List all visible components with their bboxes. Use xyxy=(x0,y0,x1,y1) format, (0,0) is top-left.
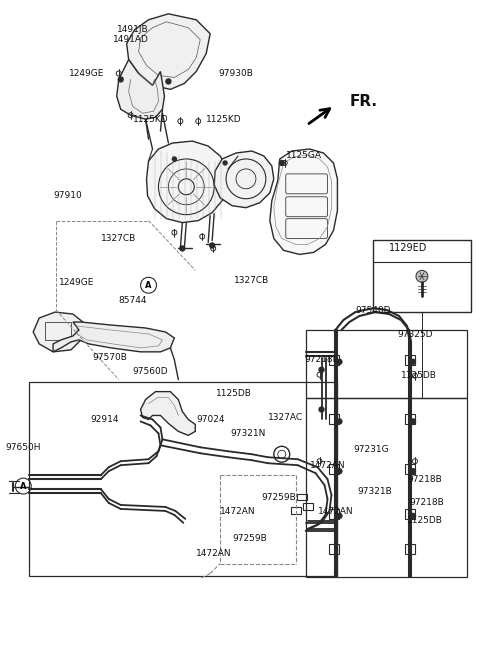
Text: 1472AN: 1472AN xyxy=(318,507,353,516)
Bar xyxy=(306,398,467,577)
Text: 1125KD: 1125KD xyxy=(133,115,168,124)
Text: 97231G: 97231G xyxy=(353,445,389,454)
Circle shape xyxy=(337,359,342,365)
Polygon shape xyxy=(146,141,228,223)
Bar xyxy=(405,509,415,519)
Bar xyxy=(405,355,415,365)
Bar xyxy=(405,415,415,424)
Text: 97259B: 97259B xyxy=(262,493,297,501)
Polygon shape xyxy=(214,151,274,208)
Text: 97540D: 97540D xyxy=(355,305,391,314)
Text: 1129ED: 1129ED xyxy=(389,243,428,253)
Bar xyxy=(405,464,415,474)
Text: 1327AC: 1327AC xyxy=(268,413,303,422)
Polygon shape xyxy=(127,14,210,89)
Text: 97560D: 97560D xyxy=(132,367,168,376)
Bar xyxy=(329,464,339,474)
Circle shape xyxy=(410,469,416,474)
Bar xyxy=(329,509,339,519)
Text: FR.: FR. xyxy=(349,94,377,109)
Text: 1125DB: 1125DB xyxy=(401,371,437,380)
Bar xyxy=(329,544,339,553)
Text: 1125DB: 1125DB xyxy=(216,389,252,398)
Bar xyxy=(29,381,337,575)
Circle shape xyxy=(410,514,416,518)
Text: 97024: 97024 xyxy=(196,415,225,424)
Text: 1249GE: 1249GE xyxy=(69,69,104,78)
Circle shape xyxy=(180,246,185,251)
Circle shape xyxy=(279,160,284,165)
Circle shape xyxy=(223,161,227,165)
Text: A: A xyxy=(20,482,26,491)
Text: 1125KD: 1125KD xyxy=(206,115,242,124)
Bar xyxy=(297,493,307,501)
Text: 1249GE: 1249GE xyxy=(59,278,95,286)
Text: 97321B: 97321B xyxy=(357,486,392,495)
Circle shape xyxy=(337,469,342,474)
Bar xyxy=(405,544,415,553)
Text: 1125GA: 1125GA xyxy=(286,152,322,161)
Bar xyxy=(306,330,467,398)
Circle shape xyxy=(166,79,171,84)
Bar xyxy=(373,240,471,312)
Polygon shape xyxy=(33,312,83,352)
Text: 1491JB: 1491JB xyxy=(117,25,148,35)
Circle shape xyxy=(118,77,123,82)
Circle shape xyxy=(319,367,324,372)
Circle shape xyxy=(410,359,416,365)
Text: 97218B: 97218B xyxy=(407,475,442,484)
Circle shape xyxy=(410,419,416,424)
Bar xyxy=(329,355,339,365)
Text: 1472AN: 1472AN xyxy=(220,507,256,516)
Text: 1491AD: 1491AD xyxy=(113,35,148,44)
Text: 85744: 85744 xyxy=(119,296,147,305)
Text: A: A xyxy=(145,281,152,290)
Circle shape xyxy=(416,270,428,283)
Circle shape xyxy=(337,419,342,424)
Text: 97321N: 97321N xyxy=(230,429,265,438)
Text: 97218L: 97218L xyxy=(305,355,338,365)
Text: 97930B: 97930B xyxy=(218,69,253,78)
Text: 92914: 92914 xyxy=(91,415,120,424)
Text: 1327CB: 1327CB xyxy=(234,276,269,284)
Polygon shape xyxy=(141,392,195,436)
Bar xyxy=(45,322,71,340)
Text: 1327CB: 1327CB xyxy=(101,234,136,243)
Text: 97325D: 97325D xyxy=(397,331,432,339)
Text: 1472AN: 1472AN xyxy=(196,549,232,558)
Circle shape xyxy=(172,157,176,161)
Text: 1472AN: 1472AN xyxy=(310,461,345,469)
Polygon shape xyxy=(53,322,174,352)
Text: 97910: 97910 xyxy=(53,191,82,201)
Circle shape xyxy=(337,514,342,518)
Polygon shape xyxy=(117,59,165,119)
Text: 97218B: 97218B xyxy=(409,499,444,508)
Bar xyxy=(291,507,300,514)
Circle shape xyxy=(319,407,324,412)
Bar xyxy=(302,503,312,510)
Circle shape xyxy=(210,243,215,248)
Text: 97650H: 97650H xyxy=(5,443,41,452)
Polygon shape xyxy=(270,149,337,255)
Bar xyxy=(329,415,339,424)
Text: 1125DB: 1125DB xyxy=(407,516,443,525)
Text: 97570B: 97570B xyxy=(93,353,128,363)
Text: 97259B: 97259B xyxy=(232,534,267,543)
